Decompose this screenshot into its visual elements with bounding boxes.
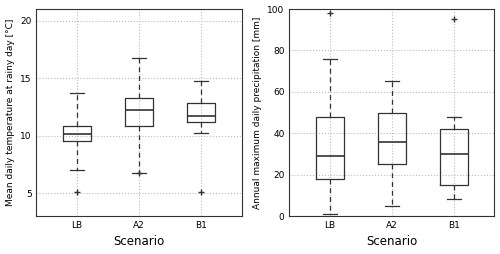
X-axis label: Scenario: Scenario [366,235,418,248]
X-axis label: Scenario: Scenario [114,235,164,248]
Y-axis label: Annual maximum daily precipitation [mm]: Annual maximum daily precipitation [mm] [252,16,262,209]
Y-axis label: Mean daily temperature at rainy day [°C]: Mean daily temperature at rainy day [°C] [6,19,15,206]
